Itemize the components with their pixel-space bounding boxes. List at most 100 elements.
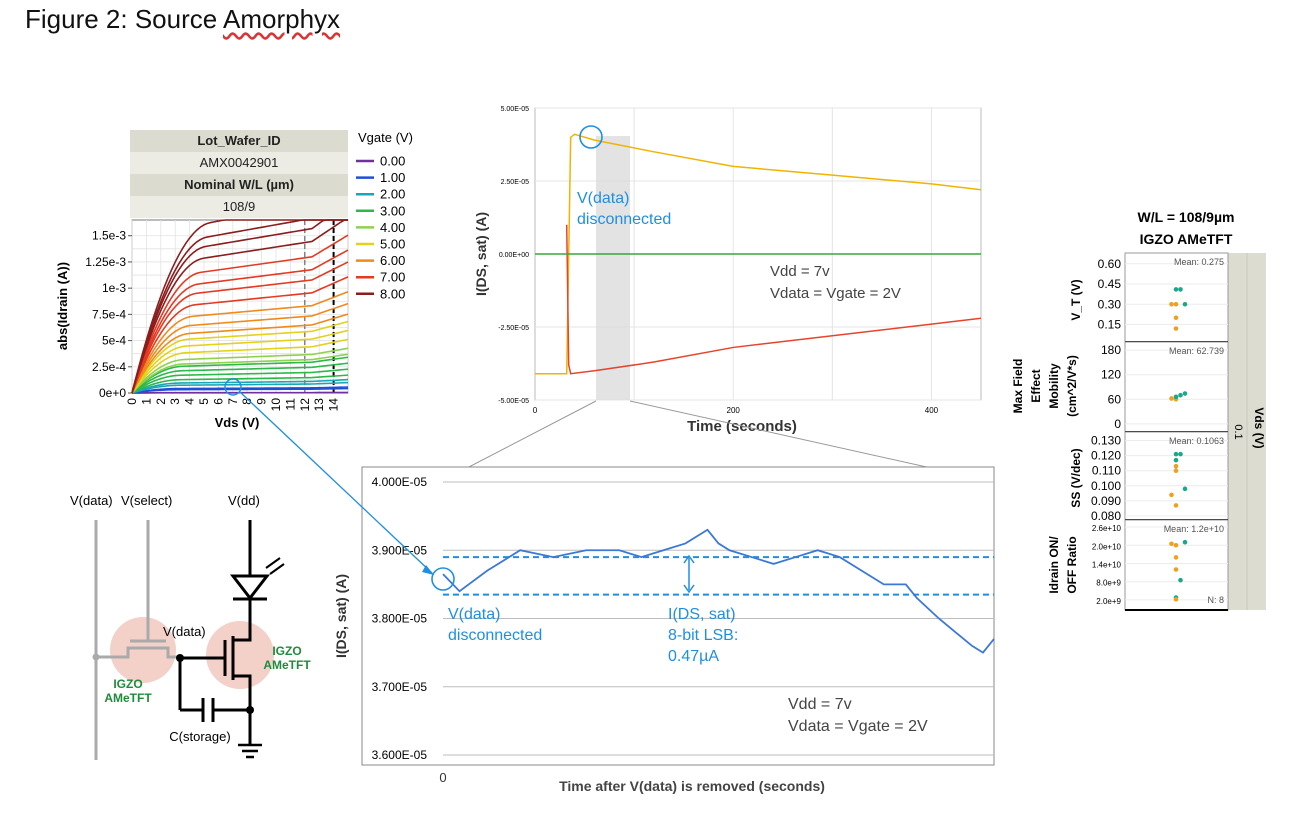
stats-y-tick-label: 1.4e+10	[1092, 560, 1122, 569]
iv-x-tick-label: 5	[197, 398, 211, 405]
iv-curve-7.00	[131, 276, 349, 394]
ids-annotation-line1: V(data)	[577, 190, 629, 207]
iv-x-axis-label: Vds (V)	[215, 415, 260, 430]
stats-y-tick-label: 0.130	[1091, 434, 1121, 448]
vt-axis-label: V_T (V)	[1069, 279, 1083, 320]
stats-point	[1182, 391, 1188, 396]
iv-x-tick-label: 11	[283, 398, 297, 411]
tft2-label-1: IGZO	[272, 644, 301, 658]
ids-time-chart: 5.00E-05 2.50E-05 0.00E+00 -2.50E-05 -5.00E-…	[473, 106, 982, 435]
stats-point	[1173, 555, 1179, 560]
pixel-circuit: V(data) V(select) V(dd) V(data) C(storag…	[70, 493, 311, 760]
vselect-label: V(select)	[121, 493, 172, 508]
ground-icon	[238, 743, 262, 759]
vdata-label: V(data)	[70, 493, 113, 508]
stats-y-tick-label: 0.60	[1098, 257, 1122, 271]
tft1-highlight	[110, 617, 176, 683]
callout-line	[239, 391, 433, 574]
stats-y-tick-label: 0.080	[1091, 509, 1121, 523]
iv-callout-circle	[224, 378, 242, 396]
iv-legend-title: Vgate (V)	[358, 130, 413, 145]
lsb-arrow-heads	[683, 554, 695, 594]
onoff-label-2: OFF Ratio	[1065, 536, 1079, 593]
lsb-label-2: 8-bit LSB:	[668, 627, 738, 644]
iv-curve-8.00	[131, 219, 348, 394]
iv-x-tick-label: 13	[312, 398, 326, 412]
iv-y-tick-label: 1.25e-3	[85, 255, 126, 269]
tft1-node	[92, 653, 100, 661]
ids-x-axis-label: Time (seconds)	[687, 418, 797, 435]
stats-point	[1173, 468, 1179, 474]
stats-point	[1182, 301, 1188, 307]
ids-y-tick-label: -2.50E-05	[498, 325, 529, 332]
ids-y-tick-label: 5.00E-05	[501, 106, 530, 113]
ids-y-axis-label: I(DS, sat) (A)	[473, 212, 489, 296]
stats-point	[1173, 463, 1179, 469]
iv-x-tick-label: 14	[327, 398, 341, 412]
stats-y-tick-label: 0.30	[1098, 297, 1122, 311]
lot-value: AMX0042901	[130, 152, 348, 174]
light-emission-icon	[265, 557, 285, 575]
zoom-disconnect-marker	[431, 567, 455, 591]
page-title: Figure 2: Source Amorphyx	[25, 4, 341, 34]
iv-y-tick-label: 7.5e-4	[92, 307, 126, 321]
stats-point	[1173, 567, 1179, 572]
ids-x-tick-label: 0	[533, 406, 538, 415]
stats-title-2: IGZO AMeTFT	[1140, 231, 1233, 247]
iv-y-tick-label: 5e-4	[102, 334, 126, 348]
stats-point	[1173, 287, 1179, 292]
iv-x-tick-label: 6	[211, 398, 225, 405]
zoom-region	[596, 136, 630, 400]
iv-x-tick-label: 10	[269, 398, 283, 412]
stats-point	[1169, 492, 1174, 498]
iv-curve-3.00	[131, 362, 349, 394]
stats-point	[1169, 541, 1174, 547]
iv-curve-8.00	[131, 219, 348, 394]
iv-curve-6.00	[131, 313, 349, 394]
tft1-channel	[96, 646, 180, 659]
iv-curve-5.00	[131, 338, 349, 394]
callout-arrowhead	[422, 565, 434, 575]
ids-annotation-line2: disconnected	[577, 211, 671, 228]
lsb-label-3: 0.47µA	[668, 648, 719, 665]
stats-point	[1169, 301, 1174, 307]
mobility-label-2: Effect	[1029, 369, 1043, 402]
ids-y-tick-label: 2.50E-05	[501, 179, 530, 186]
mobility-label-4: (cm^2/V*s)	[1065, 355, 1079, 417]
iv-legend-label-5.00: 5.00	[380, 237, 405, 252]
stats-point	[1173, 597, 1179, 602]
stats-panel-frame	[1124, 341, 1229, 433]
iv-curve-3.00	[131, 374, 349, 394]
zoom-annotation-line2: disconnected	[448, 627, 542, 644]
ids-x-tick-label: 200	[727, 406, 741, 415]
stats-y-tick-label: 0.100	[1091, 479, 1121, 493]
iv-x-tick-label: 7	[226, 398, 240, 405]
ids-series-1	[565, 224, 982, 375]
ids-series-0	[535, 133, 982, 375]
stats-point	[1173, 451, 1179, 457]
onoff-label-1: Idrain ON/	[1047, 536, 1061, 594]
stats-point	[1178, 451, 1183, 457]
stats-y-tick-label: 60	[1108, 392, 1122, 406]
stats-y-tick-label: 2.0e+9	[1096, 597, 1121, 606]
stats-y-tick-label: 8.0e+9	[1096, 579, 1121, 588]
disconnect-marker	[579, 125, 603, 149]
stats-y-tick-label: 0.45	[1098, 277, 1122, 291]
source-node	[246, 706, 254, 714]
tft2-drain-source	[233, 610, 252, 745]
lsb-label-1: I(DS, sat)	[668, 606, 736, 623]
vdd-label: V(dd)	[228, 493, 260, 508]
stats-point	[1173, 542, 1179, 548]
ids-y-tick-label: -5.00E-05	[498, 398, 529, 405]
lot-header: Lot_Wafer_ID	[130, 130, 348, 152]
vds-side-label: Vds (V)	[1252, 407, 1266, 448]
stats-y-tick-label: 180	[1101, 343, 1121, 357]
iv-legend-label-8.00: 8.00	[380, 286, 405, 301]
ids-y-tick-label: 0.00E+00	[499, 252, 529, 259]
iv-curve-3.00	[131, 368, 349, 394]
stats-point	[1173, 326, 1179, 331]
iv-curve-7.00	[131, 234, 349, 394]
stats-mean-label: Mean: 0.275	[1174, 257, 1224, 267]
